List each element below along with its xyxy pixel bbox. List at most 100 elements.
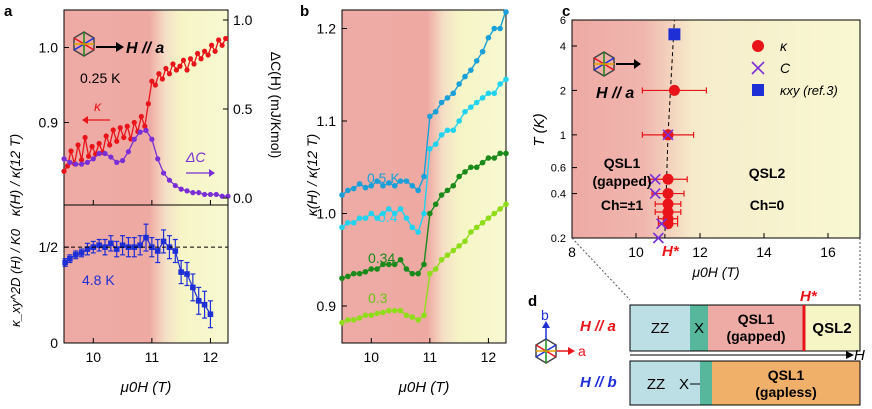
panel-b-ylabel: κ(H) / κ(12 T) xyxy=(304,134,320,216)
b-series-point xyxy=(380,261,386,268)
series-dc-point xyxy=(207,191,214,198)
series-kappa-point xyxy=(86,153,92,159)
panel-a-lower-plot: 0 1/2 xyxy=(39,223,214,351)
kxy-point xyxy=(201,301,208,308)
b-series-point xyxy=(503,201,509,208)
b-series-point xyxy=(403,178,410,184)
panel-a-kappa-arrowhead xyxy=(82,116,88,124)
series-dc-point xyxy=(137,129,143,135)
b-series-point xyxy=(444,187,451,194)
series-kappa-point xyxy=(209,42,215,48)
panel-c-bg xyxy=(572,20,860,238)
c-xtick-label: 16 xyxy=(820,244,836,260)
panel-d-row2-frame xyxy=(629,360,861,406)
panel-d-row2-label: H // b xyxy=(580,374,617,391)
kxy-point xyxy=(190,284,196,291)
c-ytick-label: 1 xyxy=(560,130,566,142)
c-ytick-label: 2 xyxy=(560,85,566,97)
b-series-point xyxy=(491,210,498,217)
b-series-point xyxy=(450,127,457,134)
series-kappa-point xyxy=(131,119,137,126)
b-series-point xyxy=(391,210,398,217)
c-c-point xyxy=(652,232,664,244)
b-series-point xyxy=(356,181,363,187)
b-series-point xyxy=(473,224,480,231)
b-series-point xyxy=(362,268,369,275)
b-series-point xyxy=(409,314,416,320)
a-lower-ytick-label: 1/2 xyxy=(39,239,59,255)
panel-d-row2-x-box-light xyxy=(690,361,700,405)
c-kappa-point xyxy=(662,173,674,185)
panel-b-curve-label-0.5: 0.5 K xyxy=(367,170,400,186)
b-series-point xyxy=(479,159,486,166)
series-dc-point xyxy=(190,190,196,196)
b-series-point xyxy=(468,164,474,171)
panel-c-frame xyxy=(571,19,861,239)
b-series-point xyxy=(415,187,421,194)
b-series-point xyxy=(409,182,416,189)
series-kappa-point xyxy=(75,142,81,148)
b-series-point xyxy=(432,266,439,272)
b-series-point xyxy=(462,169,468,175)
b-series-point xyxy=(368,182,375,189)
panel-d-axis-b-arrowhead xyxy=(542,321,550,328)
series-kappa-point xyxy=(156,71,162,77)
b-xtick-label: 11 xyxy=(423,349,438,365)
series-kappa-point xyxy=(177,63,183,69)
panel-c-qsl1-line3: Ch=±1 xyxy=(601,197,644,213)
b-series-point xyxy=(503,76,509,83)
series-kappa-point xyxy=(89,143,95,150)
panel-a-xlabel: μ0H (T) xyxy=(120,379,172,396)
b-series-point xyxy=(415,270,421,277)
series-kappa-point xyxy=(149,78,155,84)
b-series-point xyxy=(497,150,503,157)
panel-d-h-label: H xyxy=(854,347,865,364)
b-series-point xyxy=(362,184,369,191)
b-series-point xyxy=(421,312,427,319)
panel-d-row2-x-box xyxy=(700,361,712,405)
kxy-point xyxy=(154,248,161,254)
kxy-point xyxy=(113,246,120,252)
b-series-point xyxy=(356,315,363,321)
b-series-point xyxy=(444,127,451,134)
series-kappa-point xyxy=(163,65,169,72)
b-series-point xyxy=(368,266,375,272)
panel-b: b 10 11 120.91.01.11.2 0.5 K 0.4 0.34 0.3 … xyxy=(300,3,509,396)
kxy-point xyxy=(195,298,202,304)
panel-d-row1-label: H // a xyxy=(580,318,616,335)
b-series-point xyxy=(386,261,392,268)
b-series-point xyxy=(397,307,404,314)
b-series-point xyxy=(345,273,351,280)
panel-d-row2-gapless: (gapless) xyxy=(755,384,816,400)
b-series-point xyxy=(473,164,480,171)
panel-d: d b a H // a H // b H* ZZ X QSL1 (gapped… xyxy=(528,288,865,406)
b-series-point xyxy=(391,261,398,268)
series-kappa-point xyxy=(110,127,116,133)
panel-a-upper-plot: 10 11 12 0.9 1.0 0.0 0.5 1.0 xyxy=(39,12,253,365)
a-upper-ytick-left-label: 0.9 xyxy=(39,115,59,131)
b-series-point xyxy=(403,312,410,319)
series-dc-point xyxy=(155,156,161,162)
panel-d-label: d xyxy=(528,293,537,310)
panel-c-zoom-line-left xyxy=(571,237,631,301)
panel-b-frame xyxy=(341,9,507,344)
b-series-point xyxy=(415,317,421,323)
b-series-point xyxy=(427,210,433,217)
series-kappa-point xyxy=(194,50,201,57)
panel-c-field-arrowhead xyxy=(634,59,641,69)
b-series-point xyxy=(485,90,492,97)
b-series-point xyxy=(450,247,457,254)
series-dc-point xyxy=(78,161,85,167)
panel-a-field-label: H // a xyxy=(126,40,164,57)
b-series-point xyxy=(374,266,380,272)
b-series-point xyxy=(503,150,509,157)
panel-d-hstar: H* xyxy=(800,288,818,305)
series-kappa-point xyxy=(96,140,102,147)
panel-a-dc-arrowhead xyxy=(209,169,215,177)
b-series-point xyxy=(350,317,357,323)
panel-c-qsl1-line1: QSL1 xyxy=(604,155,641,171)
c-ytick-label: 0.4 xyxy=(551,189,566,201)
series-kappa-point xyxy=(152,82,158,88)
